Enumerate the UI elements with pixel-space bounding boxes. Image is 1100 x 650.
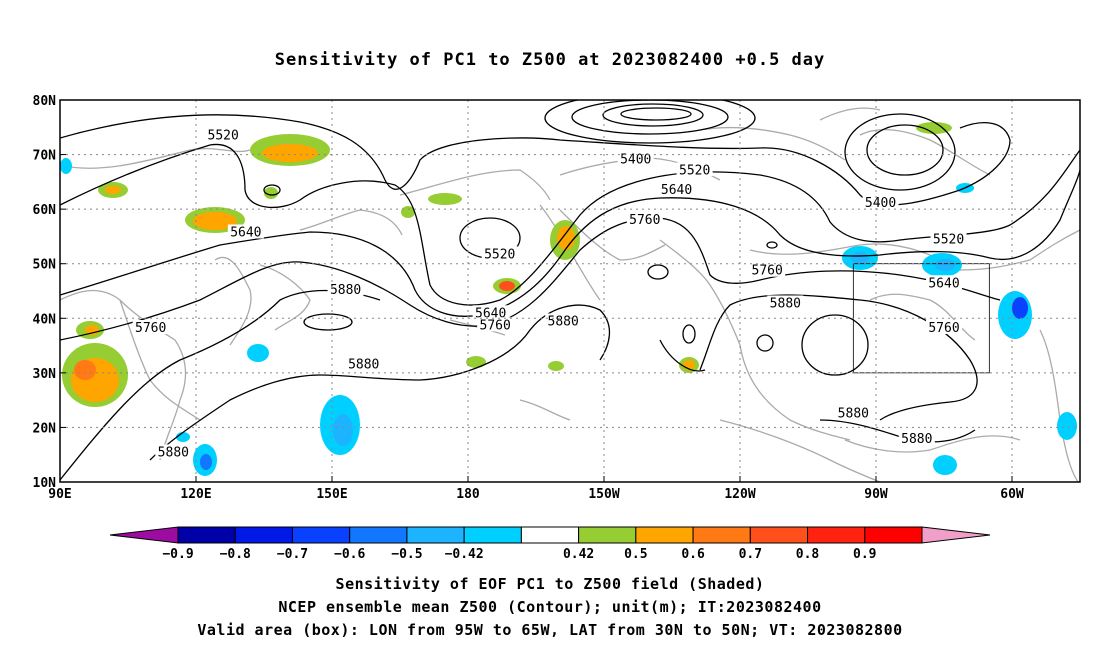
contour-label-bg (926, 320, 962, 335)
contour-label: 5760 (752, 264, 783, 279)
contour-label-bg (749, 262, 786, 277)
contour-label: 5760 (629, 213, 660, 228)
lat-tick-label: 60N (33, 203, 57, 218)
lon-tick-label: 90E (48, 487, 71, 502)
lat-tick-label: 40N (33, 312, 57, 327)
contour-labels: 5520540055205640576054005520564055205760… (132, 127, 967, 460)
contour-label: 5880 (548, 314, 579, 329)
colorbar-swatch (349, 526, 408, 544)
lat-tick-label: 20N (33, 421, 57, 436)
contour-label: 5880 (158, 445, 189, 460)
contour-label-bg (327, 281, 364, 296)
contour-label-bg (205, 127, 242, 142)
colorbar-swatch (635, 526, 694, 544)
colorbar-swatch (807, 526, 866, 544)
z500-contours (60, 100, 1080, 481)
colorbar-swatch (463, 526, 522, 544)
contour-label-bg (898, 430, 935, 445)
contour-label: 5760 (928, 321, 959, 336)
contour-label-bg (155, 444, 192, 459)
lat-tick-label: 50N (33, 258, 57, 273)
contour-label: 5880 (838, 407, 869, 422)
colorbar-tick-label: −0.6 (334, 547, 365, 562)
contour-label-bg (676, 162, 713, 177)
colorbar: −0.9 −0.8 −0.7 −0.6 −0.5 −0.42 0.42 0.5 0.6 0.7 0.… (109, 526, 991, 562)
gridlines (60, 100, 1080, 482)
colorbar-swatch (578, 526, 637, 544)
contour-label: 5880 (348, 358, 379, 373)
contour-label: 5760 (135, 321, 166, 336)
lon-tick-label: 180 (456, 487, 480, 502)
colorbar-tick-label: −0.7 (277, 547, 308, 562)
contour-label-bg (545, 313, 582, 328)
lat-tick-label: 10N (33, 476, 57, 491)
contour-label-bg (472, 305, 509, 320)
contour-label: 5520 (484, 247, 515, 262)
lon-tick-label: 120W (724, 487, 755, 502)
lon-tick-label: 90W (864, 487, 888, 502)
colorbar-swatch (749, 526, 809, 544)
colorbar-swatch (692, 526, 751, 544)
contour-label-bg (767, 295, 804, 310)
contour-label: 5640 (230, 226, 261, 241)
caption-shading: Sensitivity of EOF PC1 to Z500 field (Sh… (335, 575, 765, 593)
colorbar-tick-label: −0.42 (445, 547, 484, 562)
map-title: Sensitivity of PC1 to Z500 at 2023082400… (274, 50, 826, 70)
lon-tick-label: 150E (316, 487, 347, 502)
contour-label-bg (617, 151, 654, 166)
lat-tick-label: 80N (33, 94, 57, 109)
colorbar-swatch (406, 526, 465, 544)
colorbar-tick-label: 0.8 (796, 547, 820, 562)
contour-label-bg (835, 405, 872, 420)
colorbar-swatch (520, 526, 580, 544)
colorbar-swatch (177, 526, 236, 544)
colorbar-tick-label: 0.9 (853, 547, 876, 562)
caption-valid-area: Valid area (box): LON from 95W to 65W, L… (197, 621, 903, 639)
contour-label-bg (626, 211, 663, 226)
colorbar-tick-label: −0.5 (391, 547, 422, 562)
sensitivity-map: 5520540055205640576054005520564055205760… (33, 94, 1081, 562)
colorbar-swatch (234, 526, 293, 544)
map-frame (59, 99, 1081, 483)
contour-label-bg (862, 195, 899, 210)
contour-label-bg (132, 320, 169, 335)
contour-label-bg (658, 181, 695, 196)
colorbar-swatch (291, 526, 351, 544)
contour-label: 5880 (901, 432, 932, 447)
contour-label: 5880 (770, 296, 801, 311)
contour-label-bg (481, 246, 518, 261)
sensitivity-shading (60, 122, 1077, 476)
colorbar-high-extend (921, 526, 991, 544)
lat-tick-label: 70N (33, 149, 57, 164)
colorbar-tick-label: 0.6 (681, 547, 705, 562)
colorbar-tick-label: −0.9 (162, 547, 193, 562)
colorbar-low-extend (109, 526, 179, 544)
colorbar-swatch (864, 526, 923, 544)
contour-label: 5400 (620, 152, 651, 167)
contour-label-bg (345, 356, 382, 371)
contour-label-bg (926, 275, 962, 290)
contour-label: 5520 (933, 233, 964, 248)
contour-label-bg (930, 231, 967, 246)
colorbar-tick-label: 0.5 (624, 547, 647, 562)
caption-contour: NCEP ensemble mean Z500 (Contour); unit(… (278, 598, 822, 616)
lon-tick-label: 150W (588, 487, 619, 502)
contour-label: 5400 (865, 196, 896, 211)
lon-tick-label: 120E (180, 487, 211, 502)
lon-tick-label: 60W (1000, 487, 1024, 502)
contour-label: 5520 (679, 163, 710, 178)
coastlines (60, 107, 1080, 482)
lat-tick-label: 30N (33, 367, 57, 382)
contour-label: 5640 (661, 183, 692, 198)
contour-label: 5760 (480, 318, 511, 333)
contour-label: 5880 (330, 283, 361, 298)
contour-label: 5640 (928, 276, 959, 291)
contour-label-bg (227, 224, 264, 239)
contour-label: 5520 (208, 128, 239, 143)
colorbar-tick-label: −0.8 (220, 547, 251, 562)
contour-label-bg (477, 317, 514, 332)
colorbar-tick-label: 0.42 (563, 547, 594, 562)
colorbar-tick-label: 0.7 (739, 547, 762, 562)
